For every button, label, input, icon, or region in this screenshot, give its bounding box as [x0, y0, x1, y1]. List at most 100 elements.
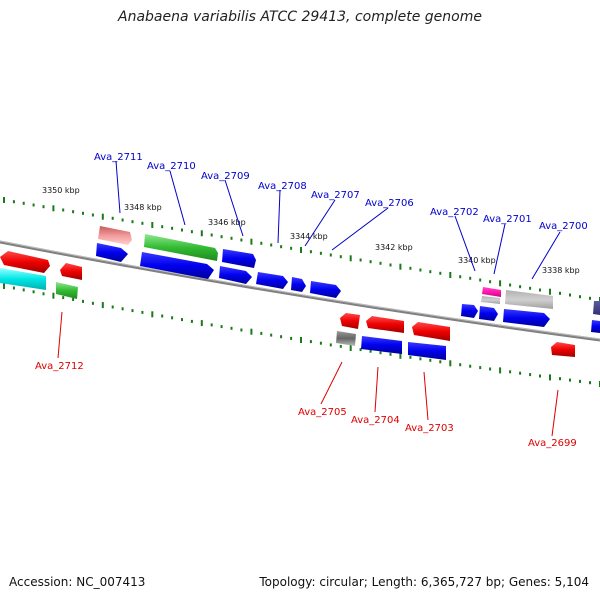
- scale-tick: [91, 213, 94, 217]
- gene-arrow-red: [551, 342, 575, 357]
- scale-tick: [82, 211, 84, 215]
- gene-arrow-blue: [256, 272, 288, 289]
- reverse-gene-labels: Ava_2712 Ava_2705 Ava_2704 Ava_2703 Ava_…: [35, 361, 577, 449]
- gene-arrow-green: [144, 234, 218, 261]
- gene-arrow-cyan: [0, 268, 46, 290]
- scale-tick: [131, 220, 134, 224]
- scale-tick: [459, 363, 462, 367]
- gene-arrow-pink: [98, 226, 132, 245]
- scale-tick: [459, 275, 462, 279]
- scale-tick: [389, 263, 392, 267]
- scale-tick: [469, 364, 472, 368]
- gene-label-reverse: Ava_2704: [351, 415, 400, 426]
- scale-tick: [121, 307, 124, 311]
- gene-label-forward: Ava_2702: [430, 207, 479, 218]
- scale-tick: [3, 197, 5, 203]
- gene-label-forward: Ava_2701: [483, 214, 532, 225]
- scale-tick: [529, 286, 532, 290]
- scale-tick: [101, 302, 104, 309]
- scale-tick: [409, 266, 412, 270]
- scale-tick: [240, 328, 243, 332]
- scale-tick: [131, 309, 134, 313]
- scale-tick: [439, 271, 442, 275]
- kbp-scale-labels: 3350 kbp 3348 kbp 3346 kbp 3344 kbp 3342…: [42, 186, 580, 275]
- scale-tick: [190, 230, 193, 234]
- gene-arrow-blue: [96, 243, 128, 262]
- scale-tick: [499, 280, 502, 287]
- scale-tick: [589, 381, 591, 385]
- scale-tick: [171, 316, 174, 320]
- scale-tick: [479, 278, 482, 282]
- gene-label-reverse: Ava_2705: [298, 407, 347, 418]
- scale-tick: [181, 228, 183, 232]
- scale-tick: [539, 288, 541, 292]
- scale-tick: [339, 344, 342, 348]
- scale-tick: [589, 296, 591, 300]
- scale-tick: [161, 314, 164, 318]
- gene-label-forward: Ava_2709: [201, 171, 250, 182]
- scale-tick: [469, 276, 472, 280]
- scale-tick: [349, 345, 352, 351]
- forward-leader-lines: [115, 160, 561, 280]
- scale-tick: [12, 286, 15, 290]
- scale-tick: [52, 205, 55, 212]
- genome-backbone: [0, 240, 600, 342]
- forward-gene-labels: Ava_2711 Ava_2710 Ava_2709 Ava_2708 Ava_…: [94, 152, 588, 232]
- gene-label-reverse: Ava_2699: [528, 438, 577, 449]
- scale-tick: [399, 352, 402, 359]
- accession-label: Accession: NC_007413: [9, 575, 146, 589]
- scale-tick: [429, 358, 432, 362]
- gene-arrow-blue: [361, 336, 402, 354]
- scale-tick: [300, 247, 302, 253]
- scale-tick: [419, 268, 422, 272]
- scale-tick: [389, 352, 392, 356]
- scale-tick: [309, 340, 312, 344]
- gene-arrow-red: [366, 316, 404, 333]
- scale-tick: [3, 283, 5, 289]
- scale-tick: [329, 343, 332, 347]
- scale-tick: [210, 233, 213, 237]
- scale-tick: [349, 255, 352, 262]
- gene-label-reverse: Ava_2712: [35, 361, 84, 372]
- scale-tick: [329, 253, 332, 257]
- scale-tick: [240, 238, 243, 242]
- scale-tick: [529, 373, 532, 377]
- scale-tick: [72, 210, 75, 214]
- scale-tick: [210, 323, 213, 327]
- gene-label-forward: Ava_2708: [258, 181, 307, 192]
- genome-backbone-highlight: [0, 240, 600, 340]
- topology-info: Topology: circular; Length: 6,365,727 bp…: [259, 575, 589, 589]
- scale-tick: [559, 291, 561, 295]
- scale-tick: [151, 222, 154, 228]
- gene-arrow-blue: [140, 252, 214, 279]
- gene-arrow-gray: [481, 296, 500, 304]
- scale-ticks-lower: [3, 283, 600, 387]
- gene-arrow-red: [0, 251, 50, 273]
- scale-tick: [260, 241, 263, 245]
- scale-ticks-upper: [3, 197, 600, 303]
- gene-arrow-blue: [461, 304, 478, 318]
- scale-tick: [579, 295, 581, 299]
- gene-arrow-blue: [503, 309, 550, 327]
- map-title: Anabaena variabilis ATCC 29413, complete…: [118, 9, 482, 25]
- scale-tick: [190, 319, 193, 323]
- scale-tick: [549, 288, 551, 295]
- scale-tick: [161, 225, 164, 229]
- scale-tick: [141, 310, 144, 314]
- gene-blocks: [0, 226, 600, 360]
- gene-label-forward: Ava_2700: [539, 221, 588, 232]
- scale-tick: [509, 283, 512, 287]
- scale-tick: [260, 331, 263, 335]
- scale-tick: [319, 341, 322, 345]
- gene-arrow-navy: [593, 301, 600, 315]
- scale-tick: [399, 263, 402, 270]
- scale-tick: [42, 205, 45, 209]
- scale-tick: [449, 360, 452, 367]
- scale-tick: [171, 226, 174, 230]
- gene-arrow-blue: [291, 277, 306, 292]
- kbp-label: 3338 kbp: [542, 266, 580, 275]
- scale-tick: [489, 280, 492, 284]
- scale-tick: [111, 305, 114, 309]
- scale-tick: [22, 201, 25, 205]
